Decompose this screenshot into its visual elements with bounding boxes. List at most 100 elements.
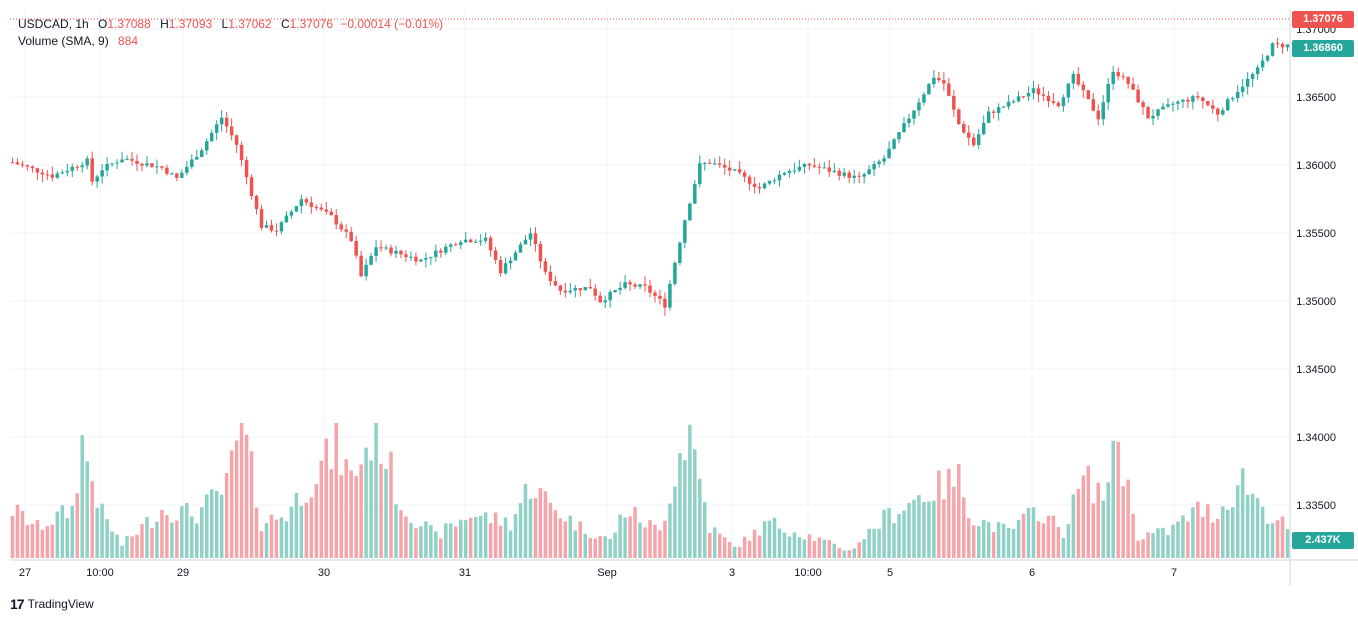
candle-body	[458, 242, 463, 245]
volume-bar	[1051, 515, 1056, 558]
candle-body	[1235, 91, 1240, 99]
candle-body	[717, 163, 722, 165]
interval-label[interactable]: 1h	[75, 17, 89, 31]
candle-body	[399, 250, 403, 255]
time-tick-label: 10:00	[86, 567, 114, 579]
footer-brand[interactable]: 17 TradingView	[10, 596, 94, 612]
candles	[10, 37, 1290, 316]
candle-body	[867, 169, 871, 175]
candle-body	[503, 263, 508, 274]
candle-body	[967, 132, 971, 138]
candle-body	[309, 202, 314, 207]
candle-body	[120, 159, 124, 163]
volume-bar	[40, 529, 45, 558]
candle-body	[155, 166, 159, 168]
candle-body	[1111, 72, 1115, 84]
candle-body	[20, 164, 25, 166]
volume-bar	[658, 530, 662, 558]
candle-body	[314, 206, 319, 208]
candle-body	[658, 295, 662, 299]
volume-bar	[912, 499, 916, 558]
candle-body	[379, 247, 383, 249]
volume-bar	[364, 447, 368, 558]
volume-bar	[807, 534, 812, 558]
volume-bar	[618, 514, 622, 558]
volume-bar	[623, 517, 627, 558]
volume-bar	[488, 523, 493, 558]
volume-bar	[1275, 520, 1280, 558]
volume-bar	[1211, 522, 1215, 558]
volume-bar	[633, 506, 637, 558]
volume-bar	[991, 532, 996, 558]
candle-body	[115, 162, 119, 164]
candle-body	[374, 247, 378, 256]
volume-bar	[458, 519, 463, 558]
candle-body	[75, 166, 79, 168]
candle-body	[1226, 99, 1230, 111]
volume-bar	[160, 509, 164, 558]
volume-bar	[279, 517, 284, 558]
candle-body	[85, 158, 89, 166]
volume-bar	[60, 505, 65, 558]
candle-body	[424, 258, 428, 260]
candle-body	[468, 239, 473, 243]
symbol-label[interactable]: USDCAD	[18, 17, 69, 31]
volume-bar	[573, 530, 578, 558]
volume-bar	[200, 507, 204, 558]
volume-bar	[553, 510, 558, 558]
candle-body	[369, 255, 373, 265]
volume-bar	[55, 511, 60, 558]
candle-body	[279, 222, 284, 232]
candle-body	[543, 261, 548, 272]
volume-bar	[976, 526, 981, 558]
volume-bar	[444, 523, 448, 558]
volume-bar	[503, 517, 508, 558]
candle-body	[523, 239, 528, 245]
candle-body	[513, 252, 518, 261]
candle-body	[623, 282, 627, 288]
candle-body	[264, 225, 269, 228]
volume-bar	[324, 438, 329, 558]
volume-bar	[399, 510, 403, 558]
candle-body	[204, 141, 209, 151]
candle-body	[214, 124, 219, 133]
volume-bar	[887, 508, 891, 558]
candle-body	[558, 285, 563, 291]
candle-body	[892, 139, 896, 149]
volume-bar	[1221, 506, 1225, 558]
price-tick-label: 1.35000	[1296, 296, 1336, 308]
volume-indicator-label[interactable]: Volume (SMA, 9)	[18, 34, 109, 48]
volume-bar	[927, 501, 931, 558]
volume-bar	[837, 548, 842, 558]
volume-bar	[1006, 527, 1011, 558]
volume-bar	[165, 515, 169, 558]
volume-bar	[249, 451, 254, 558]
candle-body	[713, 163, 717, 165]
volume-bar	[673, 486, 677, 558]
volume-bar	[847, 550, 851, 558]
candle-body	[757, 186, 762, 189]
candle-body	[384, 247, 388, 249]
candle-body	[842, 172, 846, 176]
candle-body	[772, 180, 777, 182]
volume-bar	[812, 541, 817, 558]
candle-body	[488, 237, 493, 251]
volume-bar	[877, 528, 881, 558]
candle-body	[727, 167, 732, 171]
volume-bar	[130, 536, 134, 558]
volume-bar	[942, 499, 946, 558]
volume-bar	[429, 525, 433, 558]
close-label: C	[280, 17, 290, 31]
volume-bar	[1126, 479, 1130, 558]
volume-bar	[1270, 523, 1275, 558]
volume-bar	[359, 464, 363, 558]
candle-body	[454, 244, 458, 246]
candle-body	[613, 290, 617, 293]
volume-bar	[100, 503, 104, 558]
price-tick-label: 1.36000	[1296, 160, 1336, 172]
volume-bar	[772, 517, 777, 558]
volume-bar	[777, 528, 782, 558]
volume-bar	[468, 517, 473, 558]
